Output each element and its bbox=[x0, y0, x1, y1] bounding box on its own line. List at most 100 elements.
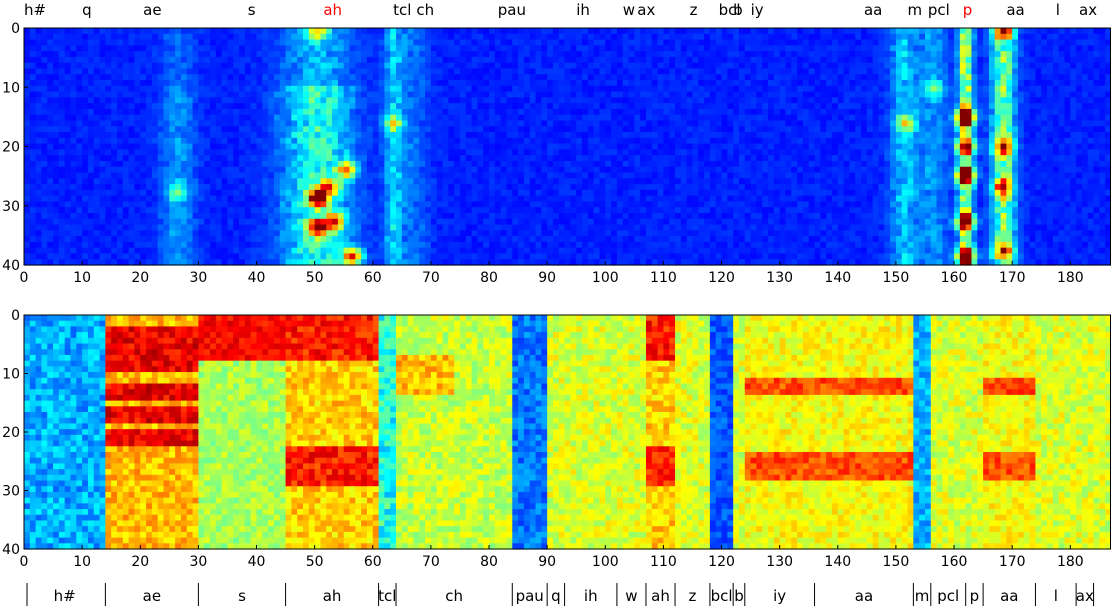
heatmap-cell bbox=[721, 195, 728, 203]
heatmap-cell bbox=[593, 184, 601, 191]
heatmap-cell bbox=[70, 149, 77, 156]
heatmap-cell bbox=[430, 160, 438, 168]
heatmap-cell bbox=[337, 33, 345, 41]
heatmap-cell bbox=[303, 195, 310, 203]
heatmap-cell bbox=[384, 114, 391, 122]
heatmap-cell bbox=[407, 207, 415, 214]
heatmap-cell bbox=[541, 241, 548, 249]
heatmap-cell bbox=[541, 97, 548, 104]
heatmap-cell bbox=[175, 207, 182, 214]
heatmap-cell bbox=[506, 189, 513, 197]
heatmap-cell bbox=[146, 253, 153, 260]
heatmap-cell bbox=[547, 28, 554, 35]
heatmap-cell bbox=[378, 108, 385, 116]
heatmap-cell bbox=[326, 207, 333, 214]
heatmap-cell bbox=[303, 241, 310, 249]
heatmap-cell bbox=[459, 51, 467, 58]
heatmap-cell bbox=[297, 236, 304, 243]
heatmap-cell bbox=[332, 103, 339, 110]
heatmap-cell bbox=[314, 149, 322, 156]
heatmap-cell bbox=[454, 218, 461, 226]
heatmap-cell bbox=[308, 201, 316, 208]
heatmap-cell bbox=[640, 45, 647, 52]
heatmap-cell bbox=[355, 172, 362, 179]
heatmap-cell bbox=[175, 68, 182, 75]
heatmap-cell bbox=[529, 224, 537, 231]
heatmap-cell bbox=[175, 172, 182, 179]
heatmap-cell bbox=[425, 132, 432, 139]
heatmap-cell bbox=[686, 201, 694, 208]
heatmap-cell bbox=[70, 195, 77, 203]
heatmap-cell bbox=[273, 155, 281, 162]
heatmap-cell bbox=[483, 184, 490, 191]
heatmap-cell bbox=[337, 247, 345, 255]
heatmap-cell bbox=[58, 74, 66, 81]
heatmap-cell bbox=[111, 114, 118, 122]
heatmap-cell bbox=[192, 149, 199, 156]
heatmap-cell bbox=[47, 56, 54, 64]
heatmap-cell bbox=[157, 126, 165, 133]
heatmap-cell bbox=[593, 178, 601, 185]
heatmap-cell bbox=[372, 28, 380, 35]
heatmap-cell bbox=[483, 132, 490, 139]
heatmap-cell bbox=[645, 253, 653, 260]
heatmap-cell bbox=[128, 172, 136, 179]
heatmap-cell bbox=[175, 120, 182, 127]
heatmap-cell bbox=[308, 155, 316, 162]
heatmap-cell bbox=[483, 189, 490, 197]
heatmap-cell bbox=[558, 212, 566, 220]
heatmap-cell bbox=[425, 218, 432, 226]
heatmap-cell bbox=[523, 28, 531, 35]
heatmap-cell bbox=[645, 80, 653, 87]
heatmap-cell bbox=[489, 143, 496, 150]
heatmap-cell bbox=[180, 172, 188, 179]
heatmap-cell bbox=[117, 259, 124, 266]
heatmap-cell bbox=[47, 137, 54, 145]
heatmap-cell bbox=[273, 28, 281, 35]
heatmap-cell bbox=[541, 91, 548, 98]
heatmap-cell bbox=[454, 45, 461, 52]
heatmap-cell bbox=[448, 33, 455, 41]
heatmap-cell bbox=[41, 45, 48, 52]
heatmap-cell bbox=[256, 74, 263, 81]
heatmap-cell bbox=[186, 28, 194, 35]
heatmap-cell bbox=[308, 114, 316, 122]
heatmap-cell bbox=[291, 218, 298, 226]
heatmap-cell bbox=[715, 68, 723, 75]
heatmap-cell bbox=[361, 155, 368, 162]
heatmap-cell bbox=[169, 68, 176, 75]
heatmap-cell bbox=[436, 172, 444, 179]
heatmap-cell bbox=[709, 45, 717, 52]
heatmap-cell bbox=[547, 143, 554, 150]
heatmap-cell bbox=[477, 120, 484, 127]
heatmap-cell bbox=[326, 28, 333, 35]
heatmap-cell bbox=[465, 189, 473, 197]
heatmap-cell bbox=[448, 39, 455, 46]
heatmap-cell bbox=[645, 108, 653, 116]
heatmap-cell bbox=[471, 39, 478, 46]
heatmap-cell bbox=[198, 74, 205, 81]
heatmap-cell bbox=[663, 132, 670, 139]
heatmap-cell bbox=[279, 137, 287, 145]
heatmap-cell bbox=[669, 39, 676, 46]
heatmap-cell bbox=[82, 91, 89, 98]
heatmap-cell bbox=[471, 247, 478, 255]
heatmap-cell bbox=[448, 166, 455, 174]
heatmap-cell bbox=[70, 39, 77, 46]
heatmap-cell bbox=[157, 236, 165, 243]
heatmap-cell bbox=[314, 160, 322, 168]
heatmap-cell bbox=[186, 155, 194, 162]
heatmap-cell bbox=[582, 120, 589, 127]
heatmap-cell bbox=[390, 97, 397, 104]
heatmap-cell bbox=[582, 259, 589, 266]
heatmap-cell bbox=[477, 178, 484, 185]
heatmap-cell bbox=[169, 62, 176, 70]
heatmap-cell bbox=[291, 149, 298, 156]
heatmap-cell bbox=[680, 149, 688, 156]
heatmap-cell bbox=[680, 91, 688, 98]
heatmap-cell bbox=[250, 126, 258, 133]
heatmap-cell bbox=[76, 212, 83, 220]
heatmap-cell bbox=[721, 155, 728, 162]
heatmap-cell bbox=[611, 230, 618, 237]
heatmap-cell bbox=[29, 178, 37, 185]
